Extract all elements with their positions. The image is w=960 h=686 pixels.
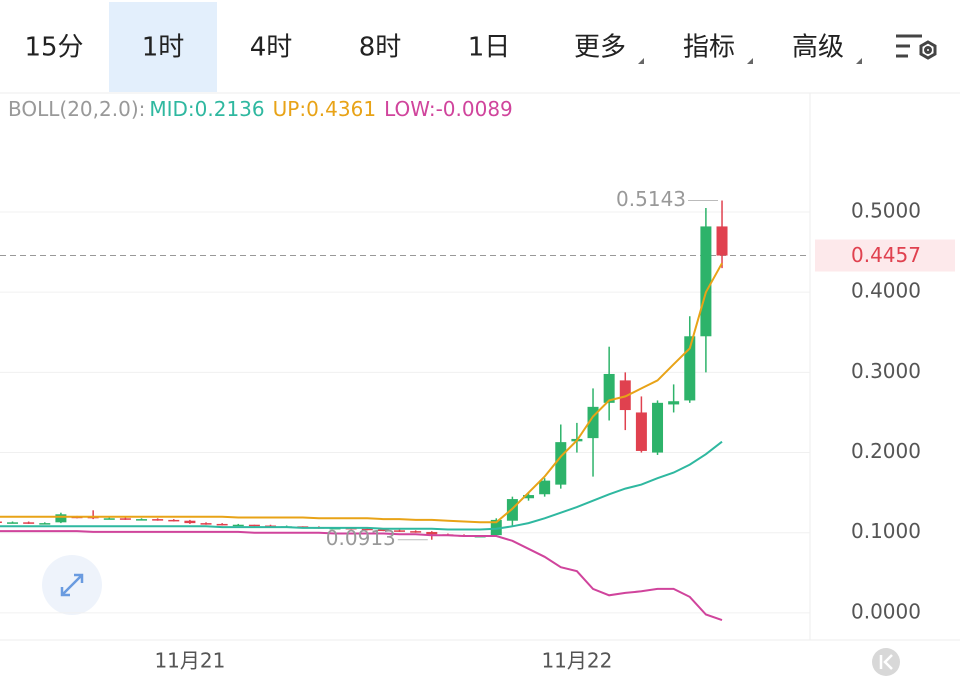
y-tick-label: 0.2000 bbox=[851, 439, 921, 463]
expand-button[interactable] bbox=[42, 555, 102, 615]
candle-body bbox=[55, 514, 67, 523]
candle-body bbox=[200, 523, 212, 525]
candle-body bbox=[377, 529, 389, 532]
candle-body bbox=[119, 518, 131, 520]
candle-body bbox=[103, 518, 115, 520]
candle-body bbox=[490, 519, 502, 536]
settings-icon[interactable] bbox=[896, 34, 937, 60]
x-tick-label: 11月22 bbox=[541, 649, 612, 673]
tab[interactable]: 8时 bbox=[359, 33, 402, 63]
y-tick-label: 0.4000 bbox=[851, 279, 921, 303]
candle-body bbox=[539, 480, 551, 495]
candle-body bbox=[684, 336, 696, 401]
indicator-name: BOLL(20,2.0): bbox=[8, 97, 145, 121]
candle-body bbox=[587, 406, 599, 439]
dropdown-mark bbox=[747, 58, 753, 64]
scroll-end-button[interactable] bbox=[872, 648, 900, 676]
max-label: 0.5143 bbox=[616, 187, 686, 211]
candle-body bbox=[635, 412, 647, 451]
candle-body bbox=[410, 531, 422, 533]
candle-body bbox=[426, 531, 438, 535]
candle-body bbox=[39, 523, 51, 525]
candle-body bbox=[168, 519, 180, 522]
candle-body bbox=[136, 519, 148, 521]
candle-body bbox=[716, 226, 728, 256]
candle-body bbox=[619, 380, 631, 411]
tab[interactable]: 高级 bbox=[792, 33, 844, 63]
candle-body bbox=[23, 522, 35, 524]
candle-body bbox=[652, 402, 664, 453]
candle-body bbox=[184, 520, 196, 524]
tab[interactable]: 15分 bbox=[24, 33, 83, 63]
boll-line bbox=[0, 440, 723, 531]
y-tick-label: 0.1000 bbox=[851, 519, 921, 543]
candle-body bbox=[668, 401, 680, 405]
candle-body bbox=[0, 521, 2, 524]
x-tick-label: 11月21 bbox=[154, 649, 225, 673]
candle-body bbox=[603, 373, 615, 403]
candle-body bbox=[700, 226, 712, 337]
tab[interactable]: 1日 bbox=[468, 33, 511, 63]
last-price-label: 0.4457 bbox=[851, 243, 921, 267]
candle-body bbox=[232, 524, 244, 527]
tab-highlight bbox=[109, 2, 217, 92]
legend-entry: UP:0.4361 bbox=[273, 97, 376, 121]
y-tick-label: 0.0000 bbox=[851, 599, 921, 623]
tab[interactable]: 更多 bbox=[574, 33, 626, 63]
y-tick-label: 0.3000 bbox=[851, 359, 921, 383]
legend-entry: LOW:-0.0089 bbox=[384, 97, 513, 121]
indicator-legend: BOLL(20,2.0): MID:0.2136 UP:0.4361 LOW:-0.0… bbox=[8, 97, 513, 121]
candle-body bbox=[555, 442, 567, 485]
tab[interactable]: 4时 bbox=[250, 33, 293, 63]
candle-body bbox=[394, 530, 406, 532]
boll-line bbox=[0, 262, 723, 524]
y-tick-label: 0.5000 bbox=[851, 198, 921, 222]
dropdown-mark bbox=[856, 58, 862, 64]
boll-line bbox=[0, 530, 723, 622]
candle-body bbox=[152, 519, 164, 521]
legend-entry: MID:0.2136 bbox=[149, 97, 264, 121]
min-label: 0.0913 bbox=[326, 526, 396, 550]
last-price-box bbox=[815, 239, 955, 272]
tab[interactable]: 指标 bbox=[683, 33, 735, 63]
candle-body bbox=[216, 523, 228, 526]
candle-body bbox=[248, 524, 260, 527]
dropdown-mark bbox=[638, 58, 644, 64]
candle-body bbox=[523, 495, 535, 499]
candle-body bbox=[361, 528, 373, 531]
tab[interactable]: 1时 bbox=[142, 33, 185, 63]
candle-body bbox=[7, 522, 19, 524]
